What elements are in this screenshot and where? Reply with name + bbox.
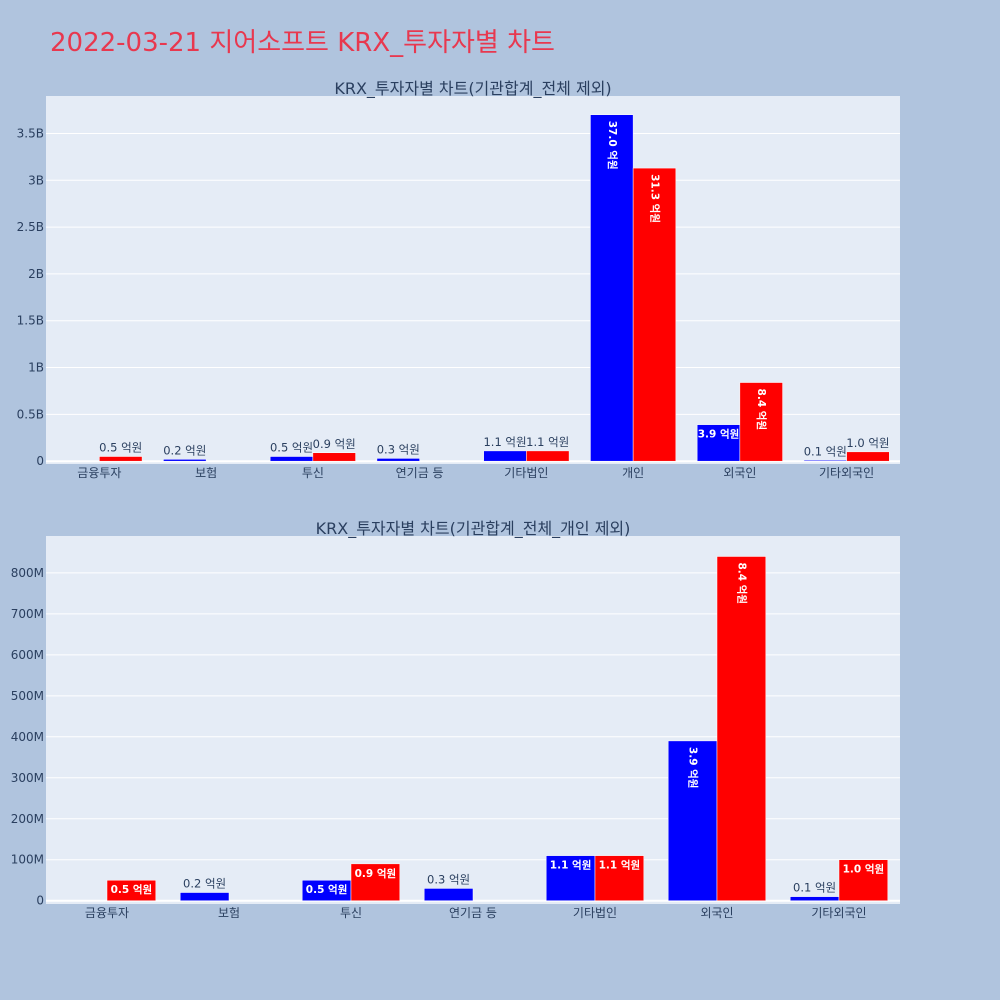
bar <box>269 456 314 462</box>
x-tick-label: 보험 <box>218 906 240 920</box>
data-label: 0.5 억원 <box>99 441 142 455</box>
x-tick-label: 투신 <box>340 906 362 920</box>
data-label: 8.4 억원 <box>755 389 768 431</box>
bar <box>423 888 474 901</box>
y-tick-label: 3.5B <box>17 126 44 140</box>
x-tick-label: 금융투자 <box>77 466 121 480</box>
data-label: 37.0 억원 <box>606 121 619 170</box>
x-tick-label: 기타법인 <box>504 466 548 480</box>
bar <box>99 456 143 462</box>
bar <box>739 382 783 462</box>
bar <box>838 859 889 901</box>
bar <box>667 740 718 901</box>
chart-title: KRX_투자자별 차트(기관합계_전체 제외) <box>334 79 611 99</box>
data-label: 0.2 억원 <box>163 443 206 457</box>
data-label: 0.5 억원 <box>270 441 313 455</box>
data-label: 0.5 억원 <box>111 883 153 896</box>
data-label: 0.1 억원 <box>793 881 836 895</box>
bar <box>594 855 645 901</box>
x-tick-label: 기타외국인 <box>819 466 874 480</box>
x-tick-label: 기타외국인 <box>811 906 866 920</box>
bar <box>696 424 741 462</box>
y-tick-label: 1.5B <box>17 314 44 328</box>
bar <box>483 450 527 462</box>
x-tick-label: 연기금 등 <box>449 906 497 920</box>
bar <box>803 460 847 462</box>
chart-title: KRX_투자자별 차트(기관합계_전체_개인 제외) <box>316 519 631 539</box>
data-label: 31.3 억원 <box>648 174 661 223</box>
data-label: 1.1 억원 <box>526 435 569 449</box>
y-tick-label: 100M <box>11 853 44 867</box>
y-tick-label: 0 <box>36 894 44 908</box>
x-tick-label: 외국인 <box>723 466 756 480</box>
y-tick-label: 800M <box>11 566 44 580</box>
data-label: 8.4 억원 <box>735 562 748 604</box>
y-tick-label: 500M <box>11 689 44 703</box>
bar <box>312 452 356 462</box>
x-tick-label: 연기금 등 <box>396 466 444 480</box>
page-title: 2022-03-21 지어소프트 KRX_투자자별 차트 <box>50 28 555 58</box>
data-label: 0.3 억원 <box>427 872 470 886</box>
data-label: 0.9 억원 <box>313 437 356 451</box>
y-tick-label: 200M <box>11 812 44 826</box>
y-tick-label: 400M <box>11 730 44 744</box>
y-tick-label: 0 <box>36 454 44 468</box>
data-label: 0.3 억원 <box>377 442 420 456</box>
plot-area <box>46 536 900 904</box>
bar <box>716 556 767 901</box>
y-tick-label: 700M <box>11 607 44 621</box>
bar <box>632 167 677 462</box>
data-label: 0.2 억원 <box>183 877 226 891</box>
data-label: 1.1 억원 <box>483 435 526 449</box>
y-tick-label: 0.5B <box>17 407 44 421</box>
data-label: 1.0 억원 <box>846 436 889 450</box>
data-label: 1.1 억원 <box>599 859 641 872</box>
x-tick-label: 기타법인 <box>573 906 617 920</box>
y-tick-label: 2.5B <box>17 220 44 234</box>
bar <box>350 863 401 901</box>
x-tick-label: 외국인 <box>700 906 733 920</box>
bar <box>376 458 420 462</box>
bar <box>545 855 596 901</box>
y-tick-label: 600M <box>11 648 44 662</box>
bar <box>106 879 157 901</box>
data-label: 3.9 억원 <box>698 428 740 441</box>
data-label: 3.9 억원 <box>687 747 700 789</box>
x-tick-label: 개인 <box>622 466 644 480</box>
y-tick-label: 1B <box>28 361 44 375</box>
data-label: 0.5 억원 <box>306 883 348 896</box>
bar <box>163 459 207 462</box>
data-label: 0.9 억원 <box>355 867 397 880</box>
y-tick-label: 2B <box>28 267 44 281</box>
bar <box>526 450 570 462</box>
x-tick-label: 보험 <box>195 466 217 480</box>
data-label: 1.1 억원 <box>550 859 592 872</box>
data-label: 1.0 억원 <box>843 863 885 876</box>
bar <box>789 896 840 901</box>
y-tick-label: 3B <box>28 173 44 187</box>
y-tick-label: 300M <box>11 771 44 785</box>
chart-bottom: 0 100M 200M 300M 400M 500M 600M 700M 800M 금융투자 0.5… <box>11 519 900 920</box>
x-tick-label: 금융투자 <box>85 906 129 920</box>
bar <box>179 892 230 901</box>
x-tick-label: 투신 <box>302 466 324 480</box>
bar <box>846 451 890 462</box>
data-label: 0.1 억원 <box>804 444 847 458</box>
